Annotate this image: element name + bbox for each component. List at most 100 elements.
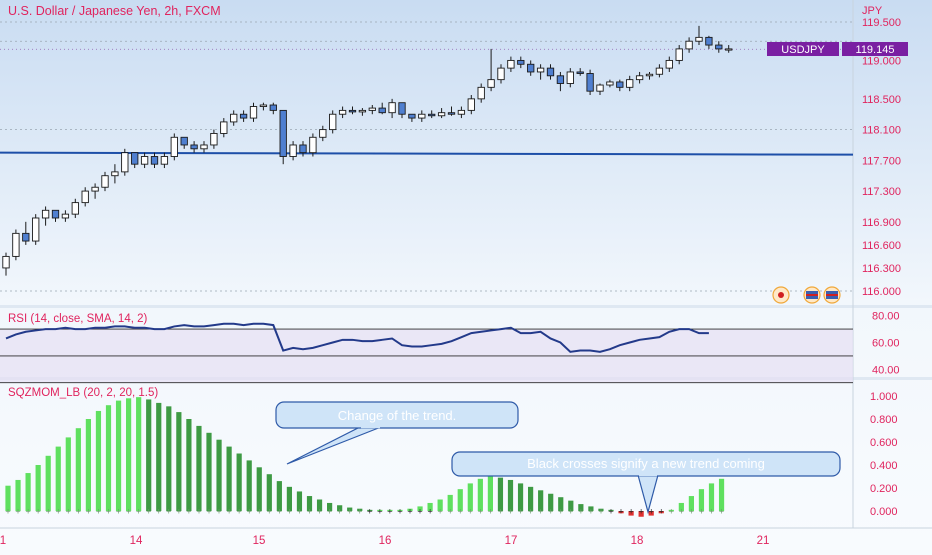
event-icons[interactable] <box>772 286 841 304</box>
candle <box>348 106 357 115</box>
squeeze-cross: + <box>136 507 141 517</box>
candle <box>269 102 277 115</box>
candle-body <box>131 152 139 165</box>
sqzmom-tick-label: 0.800 <box>870 414 898 426</box>
candle-body <box>81 190 89 204</box>
candle-body <box>447 112 456 115</box>
momentum-bar <box>427 502 433 511</box>
candle <box>695 25 703 46</box>
rsi-tick-label: 40.00 <box>872 364 900 376</box>
squeeze-cross: + <box>528 507 533 517</box>
squeeze-cross: + <box>448 507 453 517</box>
momentum-bar <box>146 399 152 511</box>
squeeze-cross: + <box>247 507 252 517</box>
momentum-bar <box>678 502 684 511</box>
momentum-bar <box>276 481 282 511</box>
price-axis: 119.500 119.000 118.500 118.100 117.700 117.3… <box>862 17 901 298</box>
candle-body <box>210 132 218 146</box>
squeeze-cross: + <box>56 507 61 517</box>
momentum-bar <box>166 406 172 511</box>
momentum-bar <box>105 405 112 511</box>
squeeze-momentum-pane: 1.000 0.800 0.600 0.400 0.200 0.000 + + + + + + + + + +… <box>5 391 897 518</box>
squeeze-cross: + <box>25 507 30 517</box>
candle <box>487 48 495 92</box>
candle-body <box>319 129 327 138</box>
last-price-marker[interactable]: USDJPY 119.145 <box>767 42 908 56</box>
squeeze-cross: + <box>588 507 593 517</box>
candle-body <box>230 113 238 123</box>
squeeze-cross: + <box>598 507 603 517</box>
sqzmom-tick-label: 0.400 <box>870 460 898 472</box>
candle <box>22 221 30 245</box>
squeeze-cross: + <box>669 507 674 517</box>
momentum-bar <box>95 410 102 511</box>
candle-body <box>160 156 169 165</box>
candle <box>437 108 446 119</box>
candle-body <box>635 75 644 81</box>
momentum-bar <box>718 478 725 511</box>
momentum-bar <box>608 509 614 512</box>
momentum-bar <box>316 499 323 511</box>
momentum-bar <box>136 397 142 511</box>
candle <box>239 110 248 122</box>
candle <box>131 152 139 169</box>
candle-body <box>408 113 416 119</box>
candle-body <box>180 136 188 146</box>
squeeze-cross: + <box>317 507 322 517</box>
time-tick-label: 17 <box>505 535 518 547</box>
time-tick-label: 15 <box>253 535 266 547</box>
candle-body <box>586 73 594 92</box>
annotation-change-of-trend[interactable]: Change of the trend. <box>275 401 519 465</box>
momentum-bar <box>45 455 51 511</box>
momentum-bar <box>568 500 574 511</box>
squeeze-cross: + <box>407 507 412 517</box>
candle <box>576 68 584 76</box>
price-tick-label: 116.000 <box>862 286 901 298</box>
momentum-bar <box>367 509 373 512</box>
squeeze-cross: + <box>206 507 211 517</box>
candle <box>546 64 555 80</box>
squeeze-cross: + <box>15 507 20 517</box>
squeeze-cross: + <box>538 507 543 517</box>
candle-body <box>566 71 574 84</box>
momentum-bar <box>538 490 544 511</box>
sqzmom-tick-label: 1.000 <box>870 391 898 403</box>
candle-body <box>329 113 337 131</box>
squeeze-cross: + <box>608 507 613 517</box>
candle-body <box>200 144 208 150</box>
candle <box>457 106 466 119</box>
annotation-black-crosses[interactable]: Black crosses signify a new trend coming <box>451 451 841 515</box>
symbol-title: U.S. Dollar / Japanese Yen, 2h, FXCM <box>8 4 221 18</box>
momentum-bar <box>668 509 674 512</box>
squeeze-cross: + <box>628 507 633 517</box>
momentum-bar <box>658 511 664 514</box>
momentum-bar <box>156 402 162 511</box>
time-tick-label: 14 <box>130 535 143 547</box>
candle-body <box>22 232 30 242</box>
price-tick-label: 116.900 <box>862 217 901 229</box>
candle <box>626 75 634 92</box>
rsi-pane: 80.00 60.00 40.00 <box>0 311 900 384</box>
candle <box>635 71 644 84</box>
candle-body <box>121 152 129 173</box>
candle-body <box>576 71 584 74</box>
candle <box>32 214 40 245</box>
candle <box>338 106 347 119</box>
momentum-bar <box>467 483 473 511</box>
candle-body <box>91 186 99 192</box>
squeeze-cross: + <box>36 507 41 517</box>
candle-body <box>41 209 50 219</box>
squeeze-cross: + <box>46 507 51 517</box>
squeeze-cross: + <box>458 507 463 517</box>
candle-body <box>368 107 376 111</box>
candle <box>715 41 723 53</box>
candle-body <box>655 67 664 75</box>
momentum-bar <box>126 398 132 511</box>
candle <box>645 71 654 80</box>
momentum-bar <box>487 476 493 511</box>
rsi-line <box>5 322 709 353</box>
squeeze-cross: + <box>618 507 623 517</box>
momentum-bar <box>347 507 353 511</box>
momentum-bar <box>708 483 715 511</box>
candle-body <box>101 175 109 188</box>
